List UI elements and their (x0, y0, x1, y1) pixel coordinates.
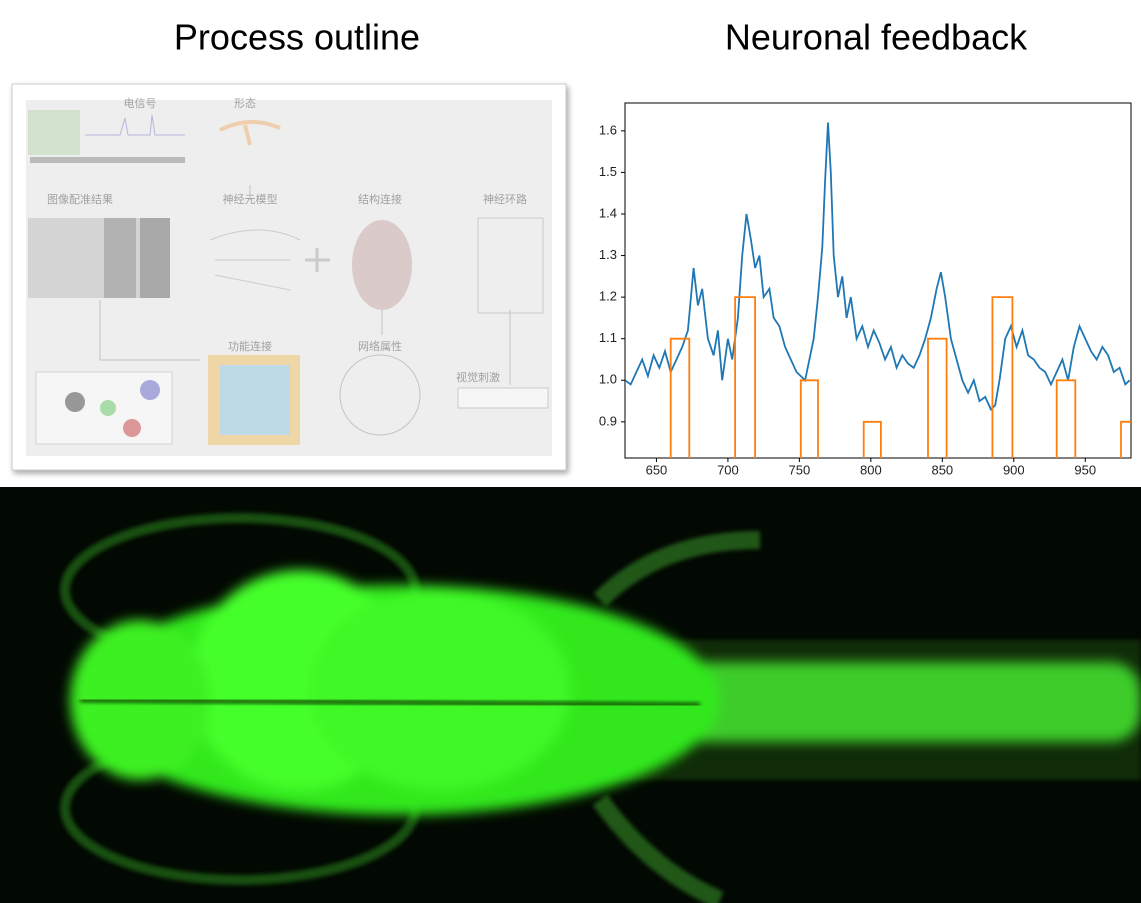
series-line (625, 122, 1131, 411)
x-tick-label: 700 (717, 462, 739, 477)
x-tick-label: 650 (646, 462, 668, 477)
diagram-label: 神经环路 (483, 192, 527, 206)
y-tick-label: 0.9 (599, 413, 617, 428)
diagram-label: 图像配准结果 (47, 193, 113, 206)
y-tick-label: 1.6 (599, 122, 617, 137)
diagram-label: 视觉刺激 (456, 370, 500, 384)
plot-frame (624, 102, 1132, 459)
x-tick-label: 850 (931, 462, 953, 477)
diagram-label: 网络属性 (358, 339, 402, 353)
y-tick-label: 1.1 (599, 330, 617, 345)
y-tick-label: 1.4 (599, 205, 617, 220)
y-tick-label: 1.0 (599, 372, 617, 387)
y-tick-label: 1.3 (599, 247, 617, 262)
x-tick-label: 900 (1003, 462, 1025, 477)
diagram-label: 结构连接 (358, 192, 402, 206)
x-tick-label: 750 (789, 462, 811, 477)
chart: 650 700 750 800 850 900 950 0.9 1.0 1.1 1.2 1.3 1.4 1… (599, 102, 1132, 477)
diagram-label: 功能连接 (228, 339, 272, 353)
x-tick-label: 950 (1074, 462, 1096, 477)
y-tick-label: 1.2 (599, 289, 617, 304)
panel-title: Neuronal feedback (725, 17, 1028, 58)
diagram-label: 电信号 (124, 97, 157, 110)
y-tick-label: 1.5 (599, 164, 617, 179)
diagram-label: 神经元模型 (223, 192, 278, 206)
diagram-label: 形态 (234, 97, 256, 110)
x-tick-label: 800 (860, 462, 882, 477)
series-line (669, 296, 1131, 458)
panel-title: Process outline (174, 17, 420, 58)
brain-image (0, 487, 1141, 903)
